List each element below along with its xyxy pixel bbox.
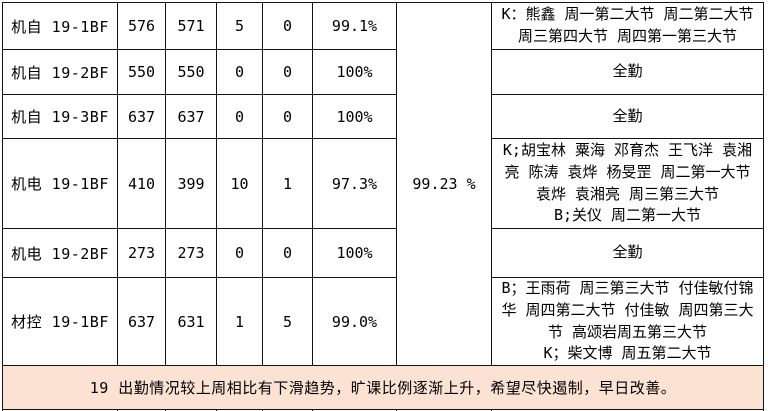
partial-next-row	[2, 409, 764, 411]
count-cell: 0	[216, 228, 263, 278]
count-cell: 0	[262, 49, 313, 95]
rate-cell: 97.3%	[312, 138, 397, 229]
count-cell: 410	[117, 138, 166, 229]
count-cell: 576	[117, 2, 166, 50]
class-name-cell: 机自 19-3BF	[2, 94, 118, 139]
count-cell: 0	[262, 228, 313, 278]
count-cell: 273	[165, 228, 217, 278]
summary-banner-text: 19 出勤情况较上周相比有下滑趋势，旷课比例逐渐上升，希望尽快遏制，早日改善。	[2, 365, 764, 410]
class-name-cell: 机自 19-1BF	[2, 2, 118, 50]
summary-banner-row: 19 出勤情况较上周相比有下滑趋势，旷课比例逐渐上升，希望尽快遏制，早日改善。	[2, 365, 764, 410]
count-cell: 637	[117, 94, 166, 139]
class-name-cell: 机自 19-2BF	[2, 49, 118, 95]
class-name-cell: 材控 19-1BF	[2, 277, 118, 366]
rate-cell: 100%	[312, 94, 397, 139]
table-row: 机自 19-3BF 637 637 0 0 100% 全勤	[2, 94, 764, 139]
table-row: 机电 19-2BF 273 273 0 0 100% 全勤	[2, 228, 764, 278]
count-cell: 1	[216, 277, 263, 366]
notes-cell: K;胡宝林 粟海 邓育杰 王飞洋 袁湘 亮 陈涛 袁烨 杨旻罡 周二第一大节 袁…	[491, 138, 764, 229]
count-cell: 637	[117, 277, 166, 366]
count-cell: 5	[216, 2, 263, 50]
count-cell: 0	[216, 49, 263, 95]
count-cell: 0	[262, 94, 313, 139]
rate-cell: 100%	[312, 228, 397, 278]
notes-cell: 全勤	[491, 49, 764, 95]
count-cell: 399	[165, 138, 217, 229]
class-name-cell: 机电 19-2BF	[2, 228, 118, 278]
notes-cell: K：熊鑫 周一第二大节 周二第二大节 周三第四大节 周四第一第三大节	[491, 2, 764, 50]
count-cell: 571	[165, 2, 217, 50]
notes-cell: 全勤	[491, 94, 764, 139]
count-cell: 637	[165, 94, 217, 139]
table-row: 机自 19-1BF 576 571 5 0 99.1% 99.23 % K：熊鑫…	[2, 2, 764, 366]
rate-cell: 99.0%	[312, 277, 397, 366]
count-cell: 10	[216, 138, 263, 229]
count-cell: 1	[262, 138, 313, 229]
count-cell: 0	[262, 2, 313, 50]
rate-cell: 99.1%	[312, 2, 397, 50]
count-cell: 5	[262, 277, 313, 366]
table-row: 机电 19-1BF 410 399 10 1 97.3% K;胡宝林 粟海 邓育…	[2, 138, 764, 229]
count-cell: 550	[117, 49, 166, 95]
empty-cell	[491, 409, 764, 411]
count-cell: 631	[165, 277, 217, 366]
notes-cell: 全勤	[491, 228, 764, 278]
overall-rate-cell: 99.23 %	[396, 2, 492, 366]
notes-cell: B；王雨荷 周三第三大节 付佳敏付锦 华 周四第二大节 付佳敏 周四第三大 节 …	[491, 277, 764, 366]
count-cell: 550	[165, 49, 217, 95]
rate-cell: 100%	[312, 49, 397, 95]
table-row: 材控 19-1BF 637 631 1 5 99.0% B；王雨荷 周三第三大节…	[2, 277, 764, 366]
count-cell: 273	[117, 228, 166, 278]
count-cell: 0	[216, 94, 263, 139]
class-name-cell: 机电 19-1BF	[2, 138, 118, 229]
table-row: 机自 19-2BF 550 550 0 0 100% 全勤	[2, 49, 764, 95]
